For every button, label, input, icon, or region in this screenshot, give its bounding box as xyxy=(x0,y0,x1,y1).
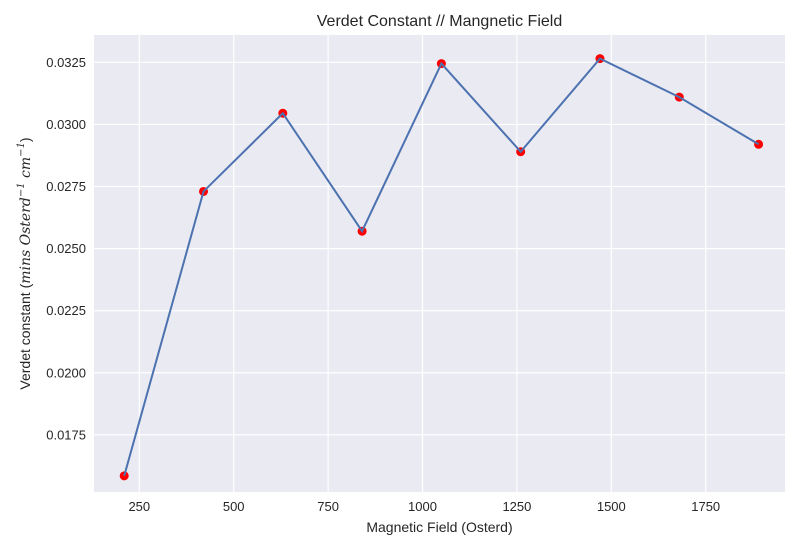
y-tick-labels: 0.0175 0.0200 0.0225 0.0250 0.0275 0.0300 0.03… xyxy=(46,55,86,443)
y-axis-title: Verdet constant (mins Osterd−1 cm−1) xyxy=(16,137,34,389)
x-tick-label: 1250 xyxy=(502,499,531,514)
chart-title: Verdet Constant // Mangnetic Field xyxy=(317,13,562,30)
x-tick-label: 750 xyxy=(317,499,339,514)
y-axis-title-math: mins Osterd xyxy=(18,197,34,284)
y-axis-title-prefix: Verdet constant ( xyxy=(17,283,33,389)
y-axis-title-math2: cm xyxy=(18,157,34,183)
x-axis-title: Magnetic Field (Osterd) xyxy=(366,519,512,535)
y-tick-label: 0.0225 xyxy=(46,303,86,318)
y-tick-label: 0.0175 xyxy=(46,427,86,442)
x-tick-label: 1000 xyxy=(408,499,437,514)
y-axis-title-suffix: ) xyxy=(17,137,33,142)
x-tick-label: 1500 xyxy=(597,499,626,514)
x-grid-lines xyxy=(138,35,707,492)
x-tick-labels: 250 500 750 1000 1250 1500 1750 xyxy=(128,499,720,514)
series-line xyxy=(123,57,760,477)
y-axis-title-sup2: −1 xyxy=(16,142,27,157)
y-tick-label: 0.0275 xyxy=(46,179,86,194)
y-tick-label: 0.0250 xyxy=(46,241,86,256)
y-tick-label: 0.0325 xyxy=(46,55,86,70)
x-tick-label: 500 xyxy=(223,499,245,514)
y-axis-title-sup1: −1 xyxy=(16,182,27,197)
y-tick-label: 0.0200 xyxy=(46,365,86,380)
y-tick-label: 0.0300 xyxy=(46,117,86,132)
x-tick-label: 250 xyxy=(128,499,150,514)
x-tick-label: 1750 xyxy=(691,499,720,514)
plot-background xyxy=(94,35,785,492)
